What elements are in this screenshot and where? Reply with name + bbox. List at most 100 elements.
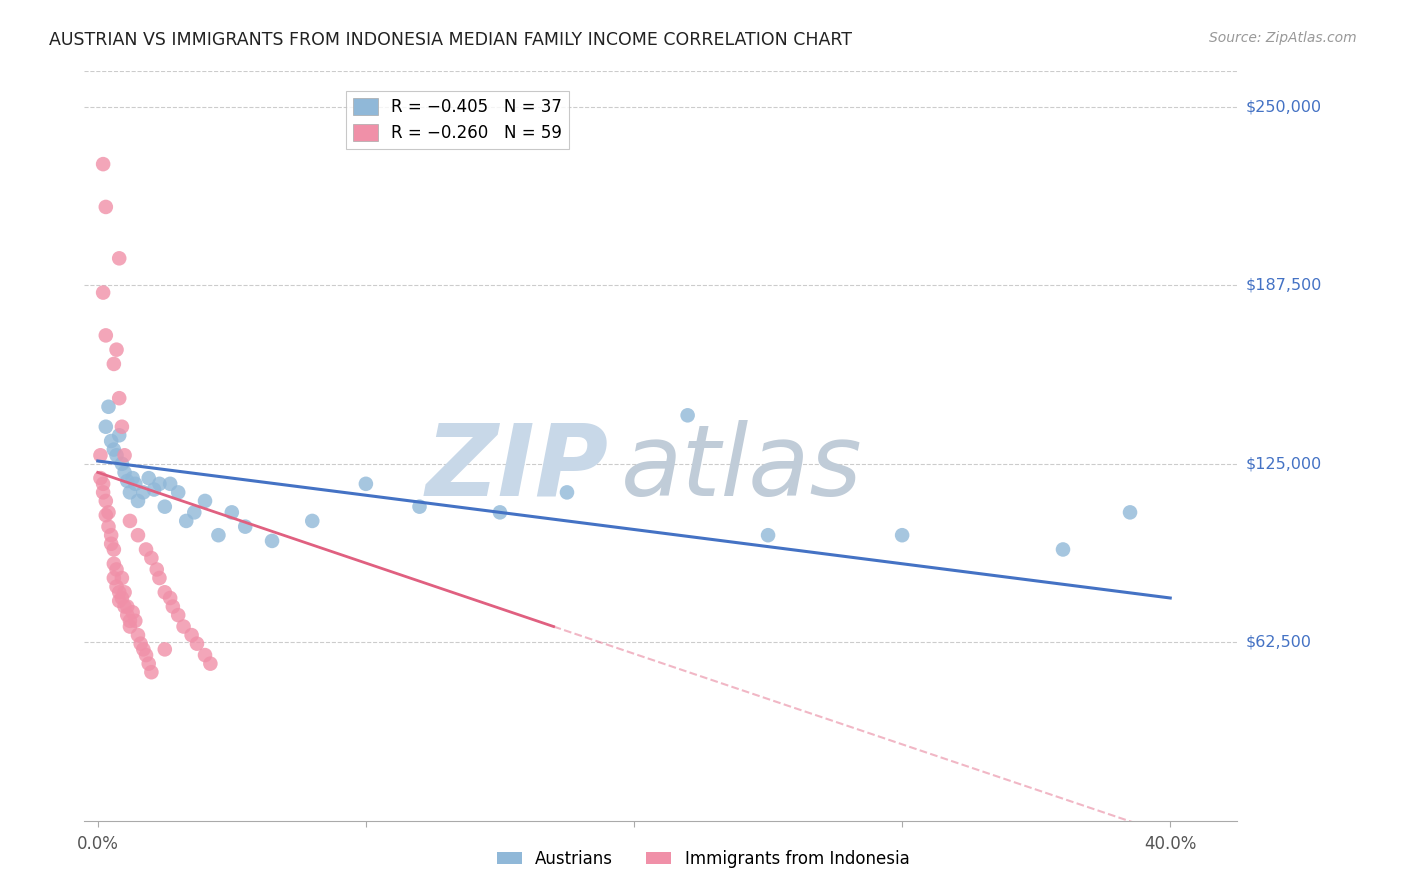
Legend: R = −0.405   N = 37, R = −0.260   N = 59: R = −0.405 N = 37, R = −0.260 N = 59 <box>346 91 569 149</box>
Point <box>100 434 122 448</box>
Point <box>108 428 131 442</box>
Point <box>132 642 155 657</box>
Point <box>135 648 157 662</box>
Point <box>183 505 205 519</box>
Point <box>94 508 117 523</box>
Point <box>118 485 141 500</box>
Point <box>111 591 134 605</box>
Point <box>233 519 256 533</box>
Text: $62,500: $62,500 <box>1246 635 1312 649</box>
Point <box>118 619 141 633</box>
Point <box>111 419 134 434</box>
Point <box>145 562 167 576</box>
Point <box>153 585 176 599</box>
Point <box>162 599 184 614</box>
Point <box>135 542 157 557</box>
Point <box>91 485 114 500</box>
Point <box>114 448 136 462</box>
Point <box>153 500 176 514</box>
Point <box>301 514 323 528</box>
Text: Source: ZipAtlas.com: Source: ZipAtlas.com <box>1209 31 1357 45</box>
Point <box>555 485 578 500</box>
Point <box>97 505 120 519</box>
Point <box>103 542 125 557</box>
Point <box>114 585 136 599</box>
Point <box>103 571 125 585</box>
Text: ZIP: ZIP <box>426 420 609 517</box>
Point <box>153 642 176 657</box>
Point <box>100 528 122 542</box>
Point <box>114 599 136 614</box>
Text: $187,500: $187,500 <box>1246 278 1322 293</box>
Point <box>173 619 195 633</box>
Point <box>127 528 149 542</box>
Point <box>103 557 125 571</box>
Point <box>186 637 208 651</box>
Legend: Austrians, Immigrants from Indonesia: Austrians, Immigrants from Indonesia <box>489 844 917 875</box>
Point <box>127 628 149 642</box>
Point <box>117 599 139 614</box>
Point <box>1052 542 1074 557</box>
Point <box>117 608 139 623</box>
Point <box>194 648 217 662</box>
Point <box>97 519 120 533</box>
Point <box>148 571 170 585</box>
Point <box>260 533 283 548</box>
Point <box>124 476 146 491</box>
Point <box>89 471 111 485</box>
Point <box>141 665 163 680</box>
Point <box>94 494 117 508</box>
Point <box>148 476 170 491</box>
Point <box>138 657 160 671</box>
Point <box>127 494 149 508</box>
Point <box>91 157 114 171</box>
Point <box>408 500 430 514</box>
Point <box>200 657 222 671</box>
Point <box>105 343 128 357</box>
Point <box>159 591 181 605</box>
Point <box>138 471 160 485</box>
Point <box>94 200 117 214</box>
Point <box>143 483 166 497</box>
Point <box>121 471 143 485</box>
Point <box>97 400 120 414</box>
Point <box>489 505 512 519</box>
Point <box>103 442 125 457</box>
Point <box>118 614 141 628</box>
Point <box>180 628 202 642</box>
Point <box>108 391 131 405</box>
Point <box>118 514 141 528</box>
Text: $125,000: $125,000 <box>1246 457 1322 471</box>
Point <box>105 562 128 576</box>
Point <box>103 357 125 371</box>
Point <box>108 585 131 599</box>
Point <box>207 528 229 542</box>
Point <box>89 448 111 462</box>
Point <box>111 571 134 585</box>
Point <box>132 485 155 500</box>
Point <box>121 605 143 619</box>
Point <box>167 485 190 500</box>
Point <box>676 409 699 423</box>
Point <box>167 608 190 623</box>
Point <box>194 494 217 508</box>
Point <box>129 637 152 651</box>
Point <box>108 594 131 608</box>
Point <box>94 328 117 343</box>
Text: AUSTRIAN VS IMMIGRANTS FROM INDONESIA MEDIAN FAMILY INCOME CORRELATION CHART: AUSTRIAN VS IMMIGRANTS FROM INDONESIA ME… <box>49 31 852 49</box>
Point <box>354 476 377 491</box>
Point <box>91 476 114 491</box>
Point <box>159 476 181 491</box>
Point <box>1119 505 1142 519</box>
Point <box>94 419 117 434</box>
Point <box>891 528 914 542</box>
Point <box>114 466 136 480</box>
Point <box>117 474 139 488</box>
Point <box>221 505 243 519</box>
Point <box>100 537 122 551</box>
Point <box>108 252 131 266</box>
Point <box>105 448 128 462</box>
Point <box>124 614 146 628</box>
Point <box>174 514 197 528</box>
Point <box>756 528 779 542</box>
